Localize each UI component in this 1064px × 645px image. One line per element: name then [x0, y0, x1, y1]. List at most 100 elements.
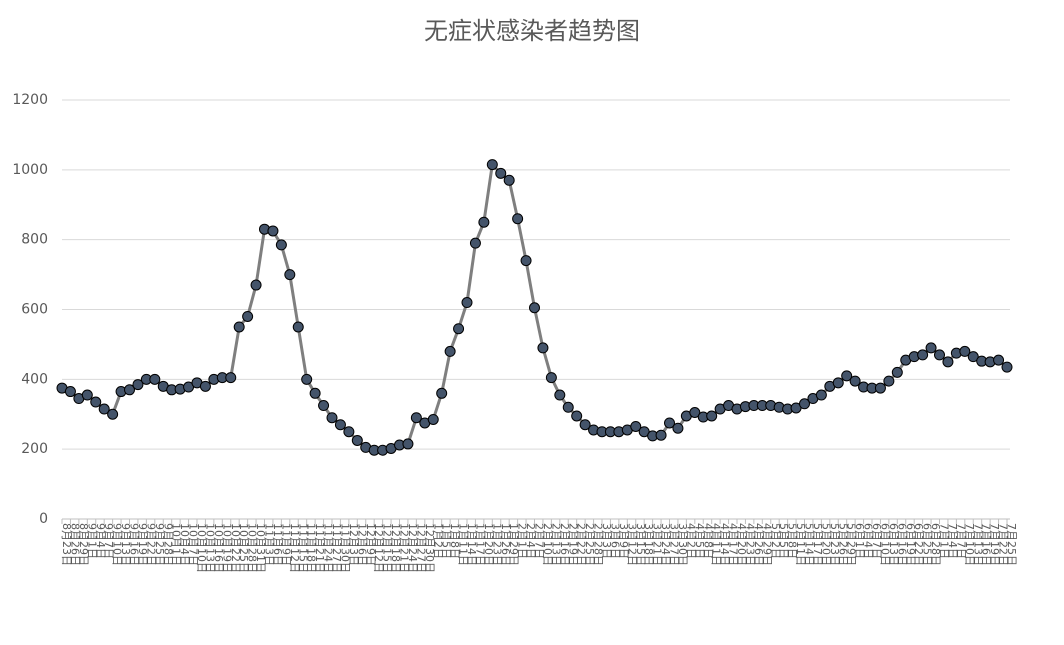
point — [292, 321, 304, 333]
point — [579, 419, 591, 431]
x-tick-label: 3月21日 — [651, 523, 664, 566]
x-tick-label: 3月12日 — [625, 523, 638, 566]
point — [478, 216, 490, 228]
x-tick-label: 10月16日 — [212, 523, 225, 573]
x-tick-label: 3月18日 — [642, 523, 655, 566]
x-tick-label: 1月5日 — [440, 523, 453, 559]
point — [402, 438, 414, 450]
x-tick-label: 12月18日 — [389, 523, 402, 573]
point — [925, 342, 937, 354]
point — [664, 417, 675, 429]
x-tick-label: 2月19日 — [566, 523, 579, 566]
x-tick-label: 9月10日 — [111, 523, 124, 566]
y-tick-label: 400 — [21, 371, 48, 387]
x-tick-label: 3月6日 — [608, 523, 621, 559]
x-tick-label: 7月16日 — [980, 523, 993, 566]
x-tick-label: 12月21日 — [398, 523, 411, 573]
y-tick-label: 1000 — [12, 162, 48, 178]
point — [959, 345, 971, 357]
x-tick-label: 5月11日 — [794, 523, 807, 566]
x-tick-label: 9月16日 — [128, 523, 141, 566]
point — [630, 420, 642, 432]
point — [444, 345, 456, 357]
x-tick-label: 3月30日 — [676, 523, 689, 566]
x-tick-label: 8月23日 — [60, 523, 73, 566]
x-tick-label: 6月28日 — [929, 523, 942, 566]
x-tick-label: 9月4日 — [94, 523, 107, 559]
x-tick-label: 4月14日 — [718, 523, 731, 566]
x-tick-label: 9月19日 — [136, 523, 149, 566]
chart-title: 无症状感染者趋势图 — [424, 17, 640, 45]
x-tick-label: 4月29日 — [760, 523, 773, 566]
x-tick-label: 4月11日 — [710, 523, 723, 566]
x-tick-label: 6月1日 — [853, 523, 866, 559]
point — [562, 401, 574, 413]
point — [571, 410, 583, 422]
x-tick-label: 5月2日 — [769, 523, 782, 559]
x-tick-label: 9月28日 — [161, 523, 174, 566]
x-tick-label: 6月22日 — [912, 523, 925, 566]
point — [107, 408, 119, 420]
point — [942, 356, 954, 368]
x-tick-label: 7月7日 — [954, 523, 967, 559]
x-tick-label: 1月23日 — [490, 523, 503, 566]
point — [841, 370, 853, 382]
x-tick-label: 12月9日 — [364, 523, 377, 566]
x-tick-label: 3月24日 — [659, 523, 672, 566]
y-tick-label: 0 — [39, 511, 48, 527]
point — [503, 174, 515, 186]
x-tick-label: 5月17日 — [811, 523, 824, 566]
point — [815, 389, 827, 401]
point — [309, 387, 321, 399]
point — [672, 422, 684, 434]
point — [98, 403, 110, 415]
point — [410, 412, 422, 424]
x-tick-label: 10月4日 — [178, 523, 191, 566]
point — [275, 239, 287, 251]
point — [799, 398, 810, 410]
x-tick-label: 12月27日 — [414, 523, 427, 573]
point — [284, 269, 296, 281]
x-tick-label: 6月13日 — [887, 523, 900, 566]
x-tick-label: 5月23日 — [828, 523, 841, 566]
point — [883, 375, 895, 387]
point — [124, 384, 135, 396]
point — [934, 349, 945, 361]
x-tick-label: 9月25日 — [153, 523, 166, 566]
x-tick-label: 5月29日 — [845, 523, 858, 566]
y-tick-label: 1200 — [12, 92, 48, 108]
x-tick-label: 11月30日 — [338, 523, 351, 573]
x-tick-label: 9月13日 — [119, 523, 132, 566]
point — [233, 321, 245, 333]
x-tick-label: 11月27日 — [330, 523, 343, 573]
point — [90, 396, 102, 408]
point — [436, 387, 448, 399]
point — [486, 159, 498, 171]
point — [537, 342, 549, 354]
x-tick-label: 4月23日 — [743, 523, 756, 566]
x-tick-label: 4月17日 — [727, 523, 740, 566]
y-tick-label: 600 — [21, 302, 48, 318]
x-tick-label: 11月21日 — [313, 523, 326, 573]
x-tick-label: 2月22日 — [575, 523, 588, 566]
point — [1001, 361, 1013, 373]
point — [250, 279, 262, 291]
x-tick-label: 4月8日 — [701, 523, 714, 559]
x-tick-label: 12月15日 — [381, 523, 394, 573]
x-tick-label: 7月25日 — [1005, 523, 1018, 566]
point — [326, 412, 338, 424]
point — [469, 237, 481, 249]
x-tick-label: 6月4日 — [862, 523, 875, 559]
x-tick-label: 6月10日 — [878, 523, 891, 566]
x-tick-label: 10月31日 — [254, 523, 267, 573]
x-tick-label: 11月3日 — [263, 523, 276, 566]
x-tick-label: 5月14日 — [803, 523, 816, 566]
point — [917, 349, 929, 361]
x-tick-label: 3月15日 — [634, 523, 647, 566]
point — [849, 375, 861, 387]
x-tick-label: 2月13日 — [549, 523, 562, 566]
x-tick-label: 6月25日 — [921, 523, 934, 566]
point — [461, 297, 473, 309]
point — [554, 389, 566, 401]
